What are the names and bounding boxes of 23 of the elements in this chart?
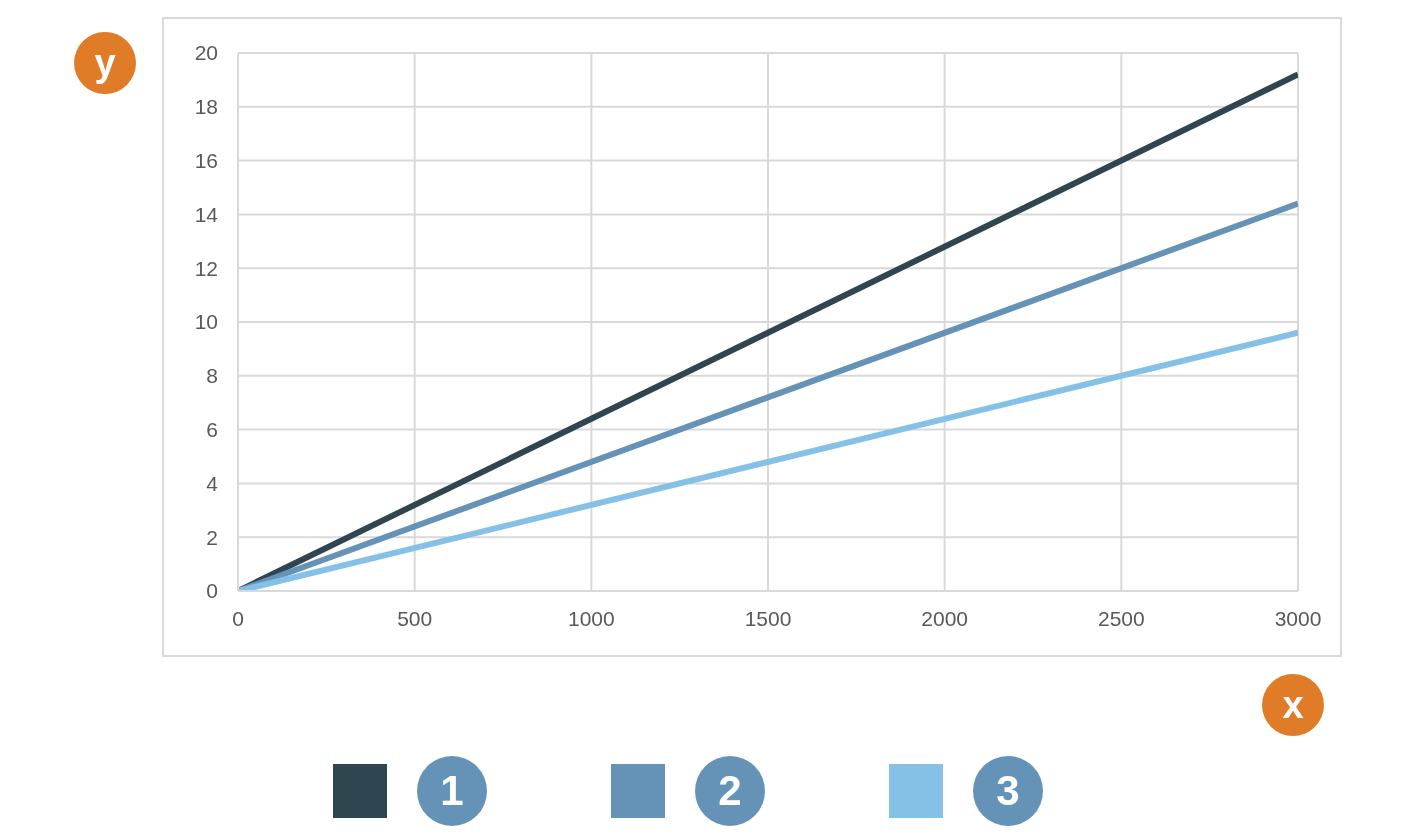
y-tick-label: 10: [194, 310, 218, 334]
y-tick-label: 0: [206, 579, 218, 603]
y-tick-label: 12: [194, 256, 218, 280]
x-axis-title: x: [1262, 674, 1324, 736]
y-tick-label: 18: [194, 95, 218, 119]
x-tick-label: 1000: [567, 606, 615, 630]
y-tick-label: 14: [194, 202, 219, 226]
legend-label: 3: [973, 756, 1043, 826]
legend-label: 2: [695, 756, 765, 826]
y-tick-label: 6: [206, 418, 218, 442]
y-tick-label: 4: [206, 471, 219, 495]
y-axis-title: y: [74, 32, 136, 94]
x-tick-label: 2000: [921, 606, 969, 630]
x-tick-label: 3000: [1274, 606, 1322, 630]
y-tick-label: 8: [206, 364, 218, 388]
y-tick-label: 20: [194, 41, 218, 65]
x-tick-label: 1500: [744, 606, 792, 630]
y-tick-label: 2: [206, 525, 218, 549]
x-tick-label: 0: [232, 606, 244, 630]
x-tick-label: 500: [397, 606, 433, 630]
x-tick-label: 2500: [1097, 606, 1145, 630]
y-tick-label: 16: [194, 149, 218, 173]
legend-label: 1: [417, 756, 487, 826]
